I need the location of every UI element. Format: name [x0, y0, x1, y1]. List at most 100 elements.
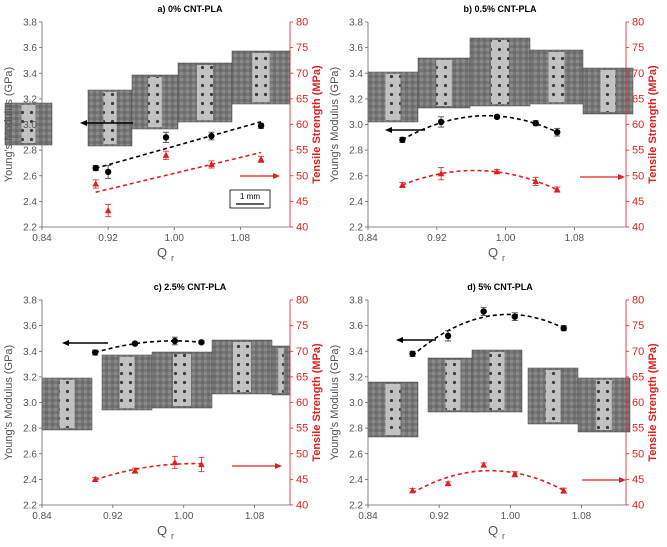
- y-tick-label: 3.8: [23, 296, 37, 307]
- y2-tick-label: 65: [296, 93, 308, 105]
- x-tick-label: 0.92: [98, 233, 118, 244]
- y-tick-label: 2.2: [349, 501, 363, 512]
- y2-tick-label: 80: [632, 295, 644, 307]
- x-tick-label: 0.92: [427, 233, 447, 244]
- y2-tick-label: 75: [632, 320, 644, 332]
- strength-data-point: [511, 470, 519, 477]
- y2-tick-label: 60: [632, 119, 644, 131]
- y2-tick-label: 65: [296, 371, 308, 383]
- y2-tick-label: 70: [632, 68, 644, 80]
- modulus-data-point: [444, 332, 452, 340]
- micrograph-image: [367, 71, 419, 123]
- modulus-data-point: [257, 122, 265, 129]
- modulus-trend-line: [94, 340, 202, 354]
- micrograph-specimen: [489, 352, 505, 410]
- scale-bar-label: 1 mm: [240, 192, 260, 201]
- micrograph-image: [471, 349, 523, 413]
- y2-axis-title: Tensile Strength (MPa): [647, 65, 659, 184]
- x-tick-label: 1.08: [565, 233, 585, 244]
- micrograph-specimen: [103, 92, 117, 144]
- right-axis-arrowhead: [619, 477, 626, 483]
- micrograph-specimen: [600, 70, 616, 112]
- micrograph-image: [177, 62, 233, 123]
- y2-tick-label: 45: [296, 474, 308, 486]
- y2-tick-label: 45: [632, 196, 644, 208]
- y2-tick-label: 50: [632, 170, 644, 182]
- strength-data-point: [104, 207, 112, 214]
- y-tick-label: 3.8: [349, 296, 363, 307]
- modulus-data-point: [437, 118, 445, 126]
- micrograph-specimen: [233, 342, 251, 392]
- strength-trend-line: [95, 151, 262, 193]
- y2-tick-label: 40: [632, 500, 644, 512]
- y2-axis-title: Tensile Strength (MPa): [647, 343, 659, 462]
- y-tick-label: 3.2: [23, 94, 37, 105]
- strength-data-point: [91, 475, 99, 482]
- chart-panel-2: b) 0.5% CNT-PLA 2.2 2.4 2.6 2.8 3.0 3.2 3.4 3.6 3…: [329, 4, 659, 263]
- y2-tick-label: 70: [632, 346, 644, 358]
- y-tick-label: 2.2: [349, 223, 363, 234]
- x-axis-title-subscript: r: [171, 253, 174, 263]
- micrograph-image: [582, 67, 634, 115]
- x-axis-title-subscript: r: [171, 531, 174, 541]
- micrograph-image: [527, 367, 579, 425]
- strength-data-point: [171, 458, 179, 466]
- left-axis-arrowhead: [385, 127, 392, 133]
- strength-data-point: [480, 461, 487, 468]
- modulus-data-point: [171, 337, 179, 345]
- y-tick-label: 2.4: [349, 475, 363, 486]
- y2-tick-label: 55: [632, 145, 644, 157]
- right-axis-arrowhead: [618, 174, 625, 180]
- y2-tick-label: 80: [632, 17, 644, 29]
- right-axis-arrowhead: [273, 173, 280, 179]
- x-tick-label: 1.00: [496, 233, 516, 244]
- x-axis-title-subscript: r: [502, 531, 505, 541]
- modulus-data-point: [409, 350, 416, 358]
- micrograph-specimen: [385, 74, 401, 120]
- modulus-trend-line: [95, 121, 262, 170]
- micrograph-image: [87, 89, 133, 147]
- y-tick-label: 3.4: [349, 347, 363, 358]
- chart-title: c) 2.5% CNT-PLA: [154, 282, 227, 292]
- strength-data-point: [257, 155, 265, 162]
- strength-trend-line: [412, 469, 565, 494]
- x-tick-label: 0.92: [429, 511, 449, 522]
- y-tick-label: 3.8: [23, 18, 37, 29]
- strength-data-point: [560, 487, 568, 494]
- micrograph-image: [131, 74, 179, 130]
- strength-data-point: [162, 151, 170, 158]
- strength-trend-line: [94, 462, 202, 481]
- y-axis-title: Young's Modulus (GPa): [329, 345, 341, 460]
- y-tick-label: 3.6: [23, 43, 37, 54]
- y-tick-label: 3.4: [349, 69, 363, 80]
- x-tick-label: 0.84: [32, 233, 52, 244]
- strength-data-point: [493, 168, 501, 175]
- y2-tick-label: 70: [296, 68, 308, 80]
- chart-title: b) 0.5% CNT-PLA: [463, 4, 537, 14]
- strength-data-point: [532, 177, 539, 184]
- strength-data-point: [198, 460, 205, 468]
- micrograph-image: [151, 351, 213, 409]
- micrograph-specimen: [148, 77, 162, 127]
- y2-tick-label: 80: [296, 295, 308, 307]
- micrograph-image: [577, 377, 631, 433]
- micrograph-specimen: [59, 380, 75, 428]
- modulus-data-point: [162, 134, 170, 141]
- micrograph-specimen: [385, 384, 401, 435]
- y-tick-label: 2.6: [349, 449, 363, 460]
- y-tick-label: 3.4: [23, 69, 37, 80]
- y-tick-label: 3.0: [23, 398, 37, 409]
- x-tick-label: 1.08: [231, 233, 251, 244]
- y-tick-label: 2.6: [349, 171, 363, 182]
- y-tick-label: 3.2: [23, 372, 37, 383]
- chart-panel-3: c) 2.5% CNT-PLA 2.2 2.4 2.6 2.8 3.0 3.2 3.4 3.6 3…: [3, 282, 323, 541]
- y2-tick-label: 45: [632, 474, 644, 486]
- y-tick-label: 2.8: [349, 146, 363, 157]
- chart-title: a) 0% CNT-PLA: [157, 4, 223, 14]
- y-tick-label: 2.6: [23, 449, 37, 460]
- micrograph-specimen: [545, 370, 561, 422]
- micrograph-specimen: [445, 360, 461, 410]
- x-tick-label: 0.84: [32, 511, 52, 522]
- y-tick-label: 3.2: [349, 372, 363, 383]
- y2-tick-label: 65: [632, 93, 644, 105]
